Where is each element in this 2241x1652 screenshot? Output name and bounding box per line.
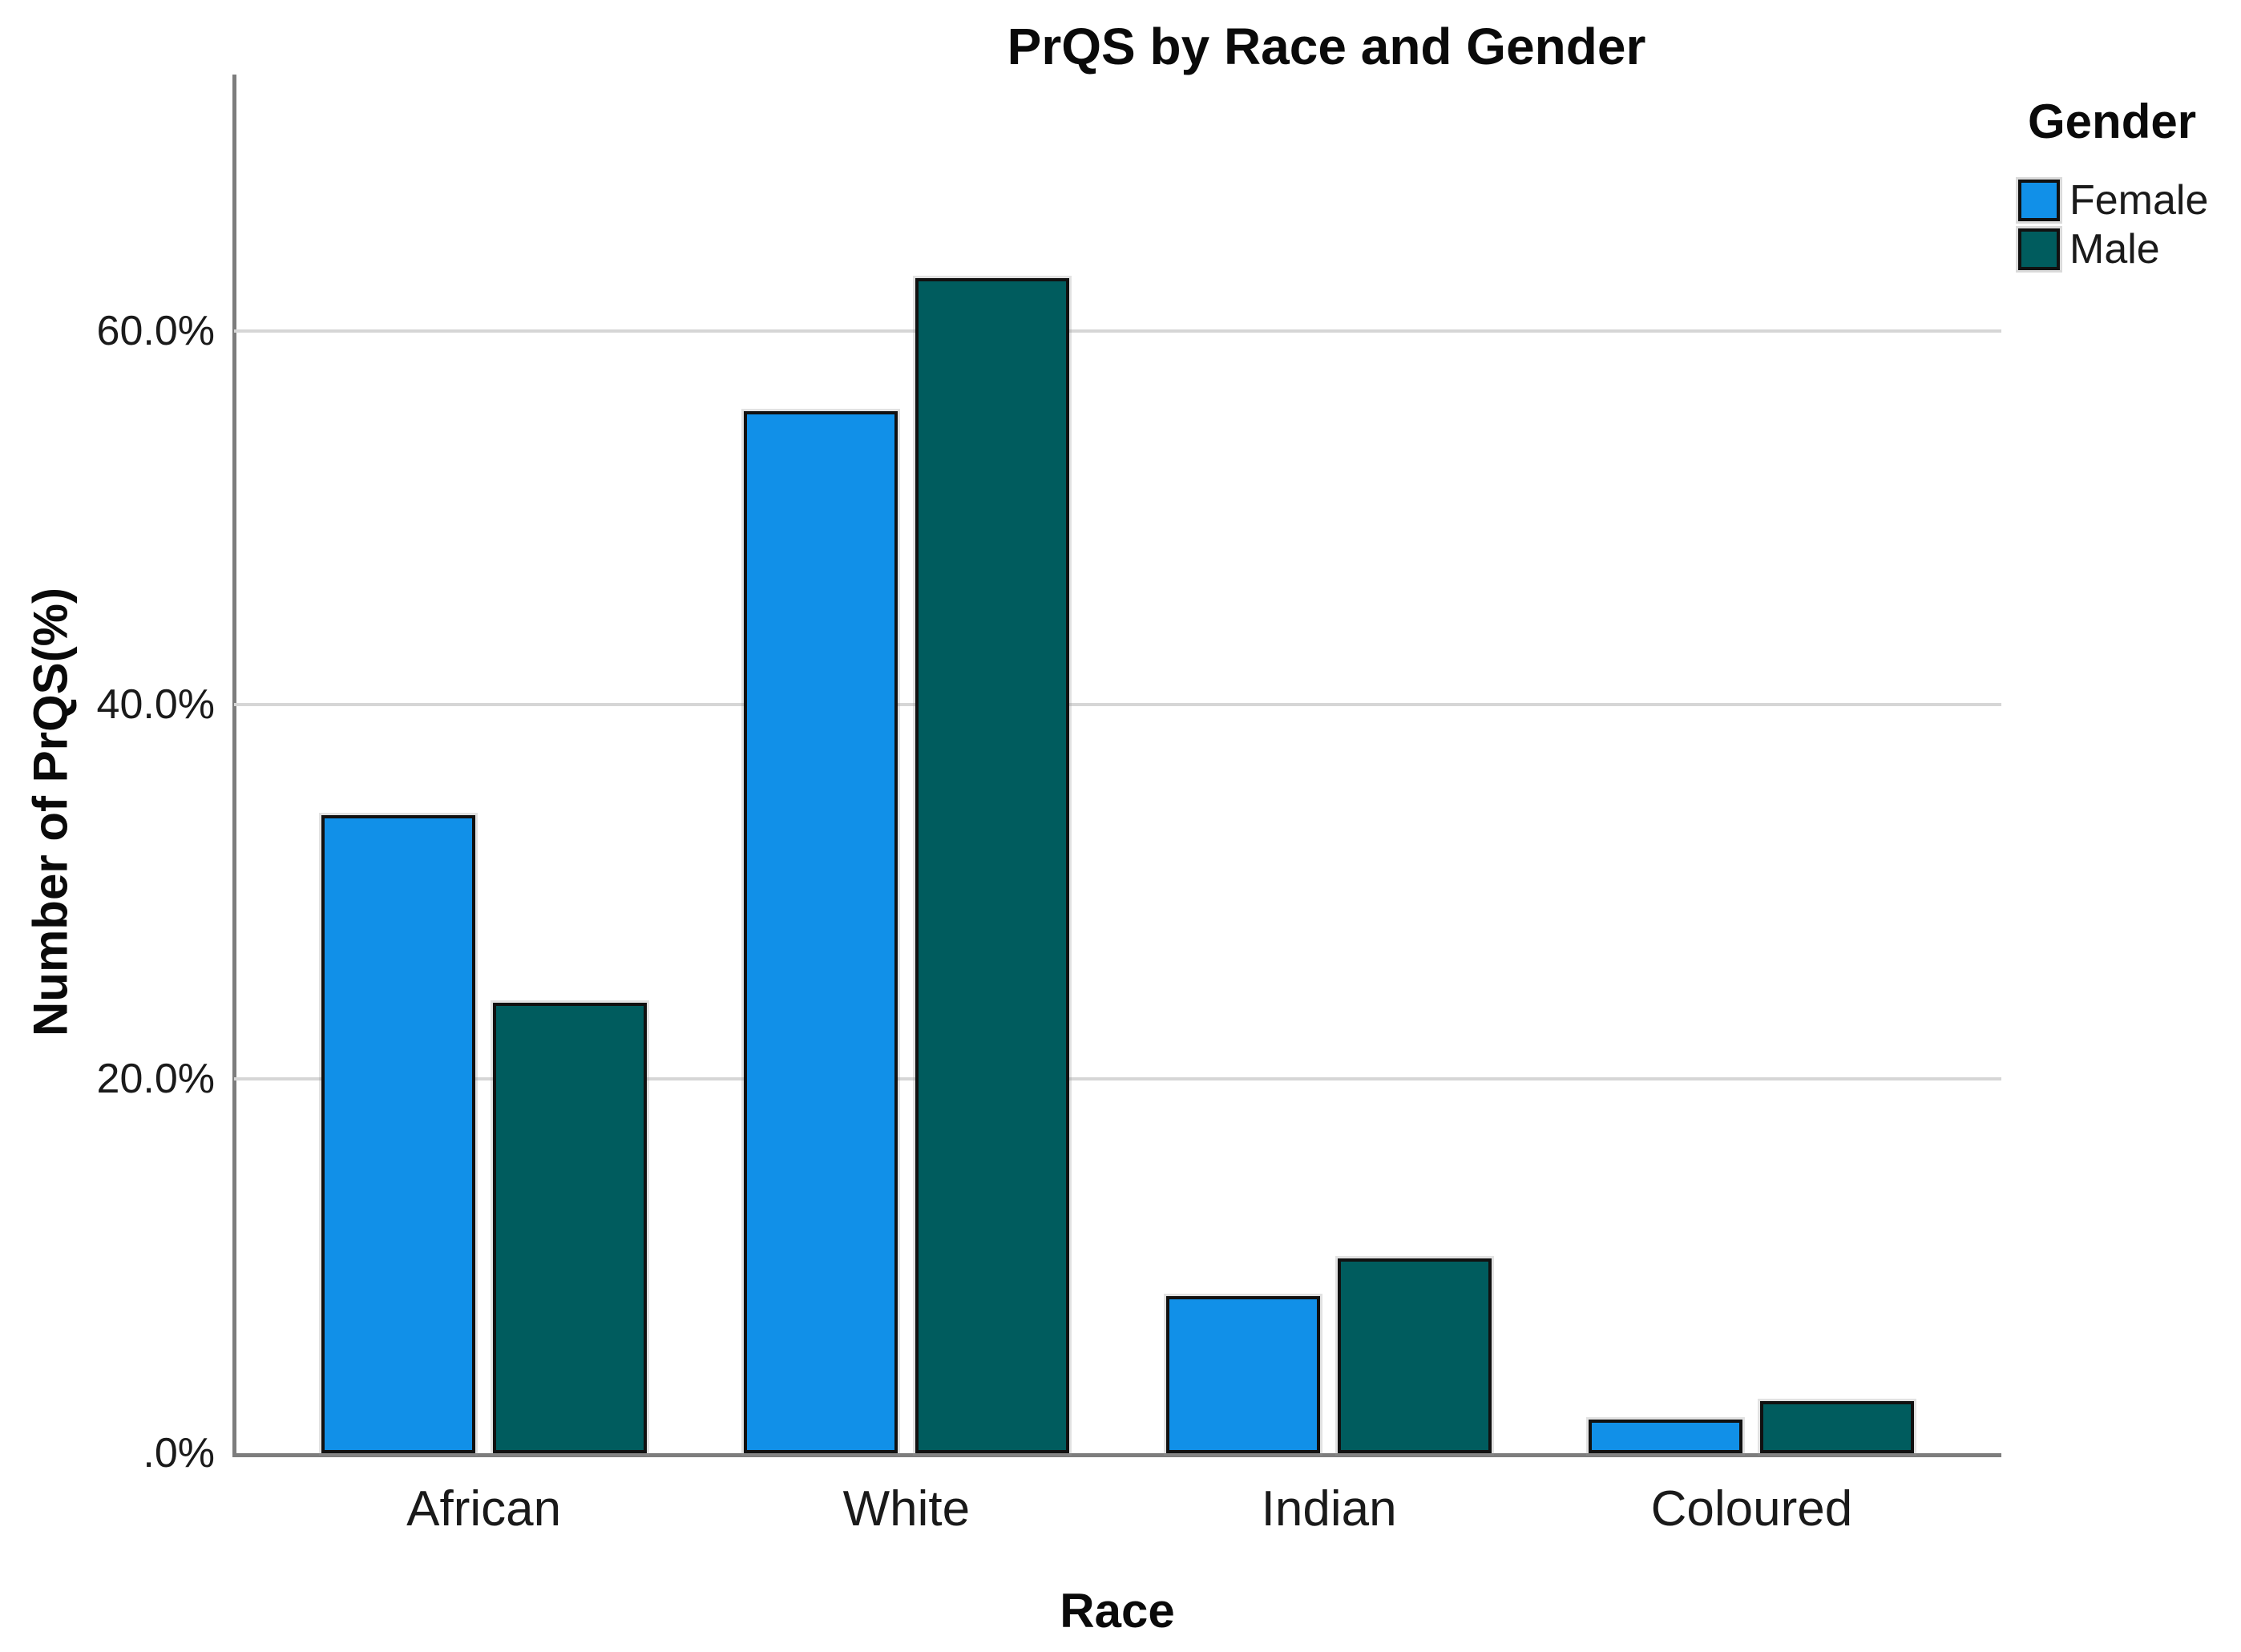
gridline-20: [234, 1077, 2001, 1081]
bar-african-female: [321, 815, 475, 1453]
y-axis-title: Number of PrQS(%): [23, 587, 78, 1037]
x-axis-title: Race: [1060, 1584, 1175, 1638]
bar-coloured-male: [1760, 1400, 1915, 1453]
x-axis-line: [232, 1453, 2001, 1457]
bar-indian-female: [1166, 1295, 1321, 1453]
legend-items: Female Male: [2018, 180, 2208, 270]
y-tick-label-20: 20.0%: [96, 1056, 215, 1103]
legend-title: Gender: [2028, 95, 2197, 148]
legend-label-female: Female: [2069, 177, 2209, 224]
chart-title: PrQS by Race and Gender: [1007, 18, 1646, 75]
gridline-40: [234, 703, 2001, 707]
plot-area: [234, 75, 2001, 1453]
x-tick-label-white: White: [842, 1481, 971, 1537]
bar-white-female: [743, 411, 898, 1453]
legend-item-male: Male: [2018, 228, 2208, 270]
y-tick-label-40: 40.0%: [96, 681, 215, 729]
y-tick-label-0: .0%: [143, 1430, 215, 1476]
bar-white-male: [915, 278, 1069, 1453]
x-tick-label-indian: Indian: [1261, 1481, 1397, 1537]
bar-coloured-female: [1589, 1420, 1743, 1453]
x-tick-label-coloured: Coloured: [1650, 1481, 1853, 1537]
bar-african-male: [492, 1002, 647, 1453]
legend-swatch-male: [2018, 228, 2060, 270]
legend-item-female: Female: [2018, 180, 2208, 221]
y-tick-label-60: 60.0%: [96, 307, 215, 354]
bar-indian-male: [1338, 1258, 1492, 1453]
gridline-60: [234, 329, 2001, 333]
x-tick-label-african: African: [406, 1481, 562, 1537]
legend-label-male: Male: [2069, 226, 2160, 273]
y-axis-line: [232, 75, 236, 1456]
legend-swatch-female: [2018, 180, 2060, 221]
legend: Gender Female Male: [2018, 96, 2208, 277]
